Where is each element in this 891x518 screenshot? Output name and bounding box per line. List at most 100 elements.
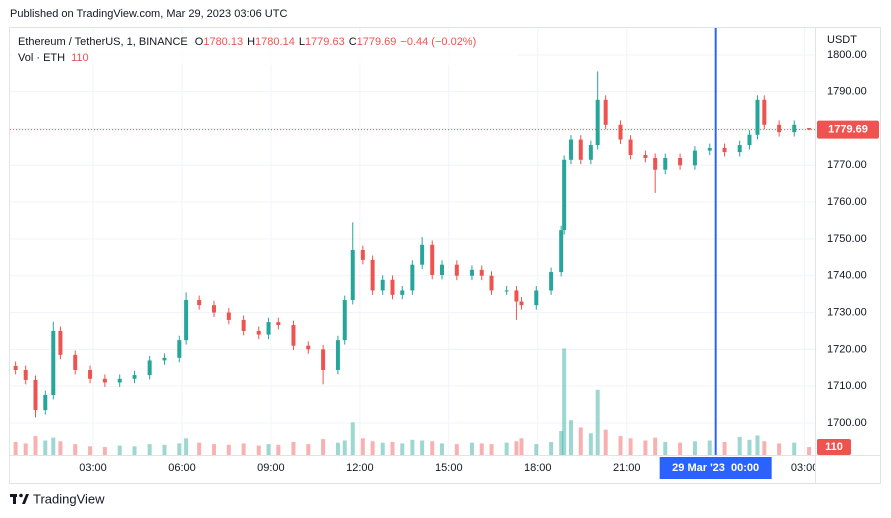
- candle-body: [755, 99, 760, 135]
- volume-bar: [440, 443, 445, 455]
- candle-body: [400, 290, 405, 295]
- y-tick-label: 1720.00: [827, 343, 867, 355]
- candle-body: [350, 249, 355, 301]
- volume-bar: [390, 441, 395, 455]
- volume-bar: [559, 431, 564, 455]
- candle-body: [479, 269, 484, 276]
- x-tick-label: 18:00: [524, 462, 552, 474]
- volume-bar: [595, 389, 600, 455]
- candle-body: [211, 305, 216, 313]
- volume-bar: [276, 444, 281, 455]
- y-tick-label: 1700.00: [827, 417, 867, 429]
- volume-bar: [400, 443, 405, 455]
- candle-body: [370, 259, 375, 291]
- candle-body: [73, 354, 78, 370]
- candle-body: [737, 145, 742, 153]
- volume-bar: [454, 444, 459, 455]
- ohlc-prefix: O: [195, 36, 204, 48]
- published-note: Published on TradingView.com, Mar 29, 20…: [10, 8, 287, 20]
- candle-body: [514, 290, 519, 302]
- volume-tag: [817, 439, 851, 455]
- volume-title: Vol · ETH: [18, 52, 65, 64]
- volume-bar: [33, 436, 38, 455]
- candle-body: [534, 290, 539, 306]
- volume-bar: [117, 445, 122, 455]
- x-tick-label: 21:00: [613, 462, 641, 474]
- volume-legend: Vol · ETH 110: [18, 52, 89, 64]
- legend-bg: [12, 33, 517, 65]
- price-unit: USDT: [827, 34, 857, 46]
- y-tick-label: 1740.00: [827, 270, 867, 282]
- candle-body: [489, 275, 494, 291]
- candle-body: [321, 349, 326, 370]
- volume-bar: [241, 443, 246, 455]
- candle-body: [440, 264, 445, 275]
- y-tick-label: 1750.00: [827, 233, 867, 245]
- volume-bar: [628, 438, 633, 455]
- volume-bar: [256, 445, 261, 455]
- volume-bar: [504, 442, 509, 455]
- volume-bar: [762, 441, 767, 455]
- candles: [10, 71, 815, 418]
- volume-bar: [291, 441, 296, 455]
- candle-body: [578, 139, 583, 160]
- volume-bar: [177, 443, 182, 455]
- x-tick-label: 03:00: [79, 462, 107, 474]
- candle-body: [33, 379, 38, 411]
- candle-body: [420, 244, 425, 265]
- candle-body: [603, 99, 608, 125]
- candle-body: [266, 322, 271, 335]
- candle-body: [595, 99, 600, 146]
- candle-body: [380, 279, 385, 291]
- volume-bar: [489, 444, 494, 455]
- candle-body: [792, 124, 797, 133]
- volume-bar: [643, 440, 648, 455]
- volume-bar: [578, 427, 583, 455]
- candle-body: [177, 340, 182, 358]
- candle-body: [342, 300, 347, 341]
- candle-body: [184, 300, 189, 341]
- volume-bar: [568, 420, 573, 455]
- last-price-tag: [817, 120, 879, 139]
- volume-bar: [707, 440, 712, 455]
- volume-bar: [162, 444, 167, 455]
- x-tick-label: 03:00: [791, 462, 819, 474]
- volume-bar: [722, 441, 727, 455]
- volume-bar: [777, 443, 782, 455]
- candle-body: [51, 330, 56, 395]
- candle-body: [678, 157, 683, 166]
- volume-bar: [420, 440, 425, 455]
- overlay: 1779.69 110 29 Mar '23 00:00: [659, 28, 879, 479]
- candle-body: [276, 322, 281, 326]
- volume-bar: [23, 443, 28, 455]
- chart-frame: [9, 27, 881, 484]
- volume-pane: [13, 348, 812, 455]
- ohlc-value: 1780.14: [255, 36, 295, 48]
- logo-part: [13, 494, 16, 504]
- price-axis-bg: [816, 28, 880, 483]
- ohlc-prefix: C: [349, 36, 357, 48]
- ohlc-prefix: H: [247, 36, 255, 48]
- candle-body: [306, 345, 311, 350]
- volume-bar: [306, 444, 311, 455]
- candle-body: [747, 134, 752, 146]
- volume-bar: [197, 442, 202, 455]
- footer-logo: [10, 493, 29, 504]
- volume-bar: [663, 441, 668, 455]
- price-axis: 1700.00 1710.00 1720.00 1730.00 1740.00 1750.…: [827, 49, 867, 429]
- volume-bar: [43, 440, 48, 455]
- candle-body: [549, 272, 554, 291]
- volume-bar: [410, 439, 415, 455]
- candle-body: [519, 301, 524, 306]
- y-tick-label: 1710.00: [827, 380, 867, 392]
- candle-body: [628, 139, 633, 155]
- candle-body: [454, 264, 459, 276]
- volume-bar: [588, 433, 593, 455]
- volume-bar: [549, 441, 554, 455]
- candle-body: [653, 157, 658, 170]
- volume-bar: [792, 442, 797, 455]
- y-tick-label: 1730.00: [827, 306, 867, 318]
- volume-bar: [737, 436, 742, 455]
- last-price-label: 1779.69: [828, 124, 868, 136]
